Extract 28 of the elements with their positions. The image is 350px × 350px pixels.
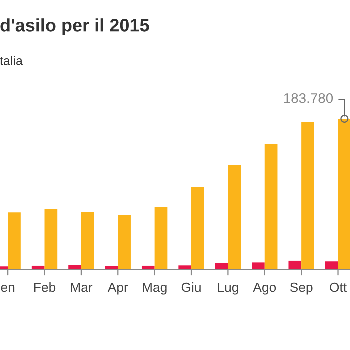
x-tick-label: Ago — [253, 282, 276, 295]
bar — [288, 260, 302, 270]
bar — [264, 144, 278, 270]
chart-title: d'asilo per il 2015 — [0, 18, 150, 36]
bar — [228, 165, 242, 270]
bar — [338, 119, 350, 270]
data-label: 183.780 — [284, 93, 334, 104]
x-tick-label: Sep — [290, 282, 313, 295]
x-tick-label: Mag — [143, 282, 167, 295]
bar — [302, 122, 314, 270]
x-tick-label: Feb — [34, 282, 56, 292]
x-tick-label: Lug — [218, 282, 238, 295]
x-tick-label: Giu — [182, 282, 201, 292]
bar — [44, 209, 58, 270]
bar — [252, 262, 265, 270]
bar — [192, 188, 204, 270]
bar — [215, 263, 228, 270]
chart-subtitle: talia — [0, 56, 23, 66]
bar — [178, 266, 192, 270]
bar — [118, 215, 131, 270]
bar — [81, 212, 94, 270]
bar — [8, 212, 21, 270]
x-tick-label: Apr — [108, 282, 128, 295]
bar — [154, 208, 168, 270]
bar — [325, 262, 338, 270]
x-tick-label: Ott — [330, 282, 347, 292]
x-tick-label: en — [1, 284, 15, 292]
x-tick-label: Mar — [71, 282, 93, 292]
